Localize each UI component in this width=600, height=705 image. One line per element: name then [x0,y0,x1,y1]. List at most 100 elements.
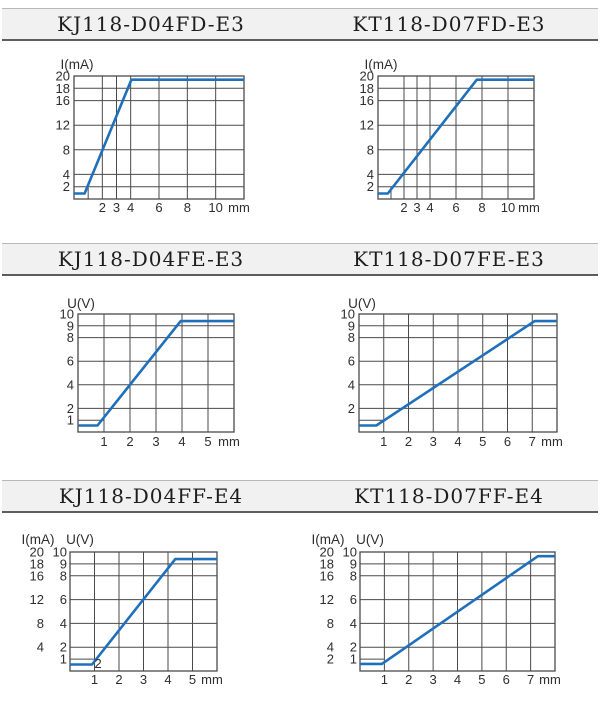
chart-title-kj118-d04fe-e3: KJ118-D04FE-E3 [57,247,245,271]
x-axis-unit-label: mm [539,672,561,687]
y-tick-label: 10 [53,545,67,560]
chart-row-2: U(V) 10 9 8 6 4 2 1 1 2 3 4 5 mm U(V) 10 9 8 6 4 2 1 2 3 4 5 6 7 mm [0,288,600,454]
x-tick-label: 2 [405,672,412,687]
curve-output [70,557,217,666]
x-tick-label: 6 [503,672,510,687]
x-tick-label: 6 [452,200,459,215]
y-tick-label: 18 [320,556,334,571]
y-tick-label: 12 [320,592,334,607]
y-tick-label: 4 [350,616,357,631]
y-tick-label: 4 [327,640,334,655]
y-tick-label: 18 [360,81,374,96]
chart-title-kt118-d07fd-e3: KT118-D07FD-E3 [352,12,546,36]
y-tick-label: 4 [60,616,67,631]
chart-title-kj118-d04ff-e4: KJ118-D04FF-E4 [58,484,244,508]
y-tick-label: 12 [30,592,44,607]
y-tick-label: 20 [56,69,70,84]
x-tick-label: 4 [426,200,433,215]
plot-border [77,313,235,433]
y-tick-label: 16 [320,568,334,583]
y-tick-label: 2 [367,179,374,194]
x-tick-label: 8 [478,200,485,215]
y-tick-label: 1 [60,652,67,667]
y-tick-label: 10 [341,307,355,322]
y-tick-label: 4 [63,167,70,182]
x-tick-label: 1 [381,672,388,687]
y-tick-label: 6 [60,592,67,607]
plot-border [359,551,556,672]
chart-row-3: I(mA) 20 18 16 12 8 4 U(V) 10 9 8 6 4 2 1 1 2 3 4 5 mm 2 I(mA… [0,520,600,692]
y-tick-label: 20 [360,69,374,84]
x-tick-label: 3 [152,434,159,449]
y-axis-label: U(V) [66,532,94,547]
curve-output-voltage [359,319,557,427]
y-tick-label: 2 [60,640,67,655]
x-axis-unit-label: mm [201,672,223,687]
title-band-row2: KJ118-D04FE-E3 KT118-D07FE-E3 [2,243,598,276]
y-tick-label: 16 [360,93,374,108]
y-tick-label: 8 [37,616,44,631]
y-tick-label: 2 [67,401,74,416]
x-tick-label: 4 [178,434,185,449]
x-tick-label: 3 [140,672,147,687]
y-tick-label: 18 [30,556,44,571]
plot-border [69,551,218,672]
x-tick-label: 2 [126,434,133,449]
inplot-label: 2 [95,656,102,671]
x-tick-label: 6 [155,200,162,215]
x-tick-label: 5 [189,672,196,687]
y-tick-label: 8 [350,568,357,583]
y-tick-label: 12 [360,118,374,133]
curve-output [360,554,555,666]
y-tick-label: 9 [350,556,357,571]
y-axis-label: U(V) [67,296,95,311]
x-tick-label: 1 [380,434,387,449]
chart-row-1: I(mA) 20 18 16 12 8 4 2 2 3 4 6 8 10 mm I(mA) 20 18 16 12 8… [0,48,600,220]
x-tick-label: 7 [529,434,536,449]
curve-output-current [378,78,534,195]
y-axis-label: I(mA) [61,57,94,72]
chart-title-kt118-d07fe-e3: KT118-D07FE-E3 [353,247,545,271]
y-tick-label: 8 [348,330,355,345]
y-tick-label: 8 [367,142,374,157]
plot-border [73,75,245,200]
plot-border [358,313,558,433]
y-tick-label: 4 [37,640,44,655]
y-tick-label: 9 [348,318,355,333]
x-tick-label: 2 [405,434,412,449]
x-tick-label: 1 [100,434,107,449]
x-tick-label: 4 [454,672,461,687]
y-tick-label: 1 [350,652,357,667]
x-tick-label: 2 [400,200,407,215]
y-tick-label: 2 [63,179,70,194]
y-tick-label: 8 [63,142,70,157]
title-band-row3: KJ118-D04FF-E4 KT118-D07FF-E4 [2,480,598,513]
y-axis-label: U(V) [348,296,376,311]
y-tick-label: 12 [56,118,70,133]
x-tick-label: 10 [208,200,222,215]
y-tick-label: 6 [350,592,357,607]
x-tick-label: 8 [184,200,191,215]
y-tick-label: 2 [350,640,357,655]
x-axis-unit-label: mm [218,434,240,449]
x-tick-label: 5 [204,434,211,449]
y-tick-label: 8 [327,616,334,631]
chart-title-kt118-d07ff-e4: KT118-D07FF-E4 [354,484,544,508]
x-tick-label: 2 [99,200,106,215]
x-tick-label: 6 [504,434,511,449]
x-tick-label: 1 [91,672,98,687]
x-tick-label: 2 [115,672,122,687]
y-axis-label: I(mA) [365,57,398,72]
x-tick-label: 4 [454,434,461,449]
curve-output-voltage [78,319,234,427]
y-axis-label: U(V) [356,532,384,547]
x-tick-label: 3 [113,200,120,215]
x-tick-label: 7 [527,672,534,687]
y-tick-label: 4 [67,377,74,392]
x-axis-unit-label: mm [518,200,540,215]
